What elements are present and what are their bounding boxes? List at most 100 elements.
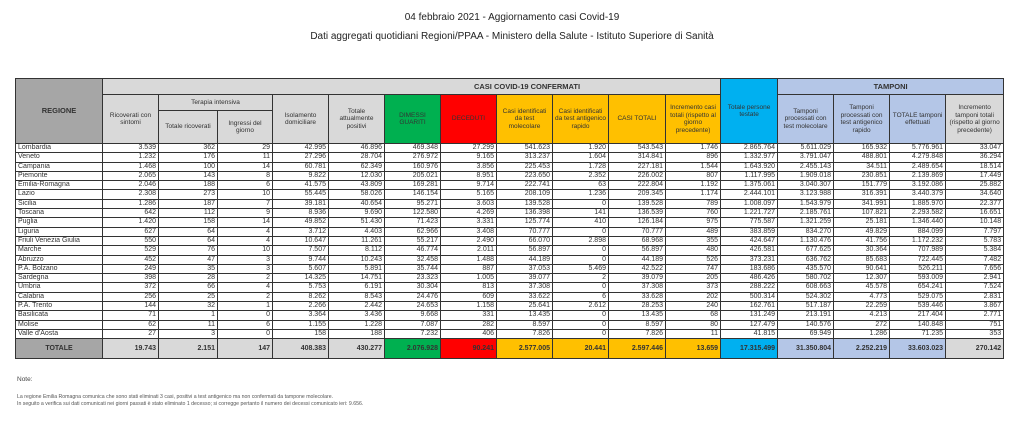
- cell: 95.271: [384, 198, 441, 210]
- cell: 41.815: [720, 328, 779, 340]
- cell: 1.488: [440, 254, 497, 265]
- table-row: Valle d'Aosta 27 3 0 158 188 7.232 406 7.826 0 7.8…: [15, 328, 1005, 340]
- region-name: Emilia-Romagna: [15, 180, 103, 191]
- cell: 541.623: [496, 142, 553, 154]
- cell: 480: [664, 245, 722, 256]
- total-cell: 270.142: [945, 338, 1005, 360]
- total-cell: 90.241: [440, 338, 497, 360]
- cell: 3.712: [272, 226, 329, 237]
- cell: 2.065: [102, 170, 159, 182]
- cell: 10: [217, 245, 273, 256]
- cell: 9.668: [384, 310, 441, 321]
- cell: 353: [945, 328, 1005, 340]
- cell: 32: [158, 301, 218, 312]
- cell: 1.236: [552, 189, 609, 200]
- cell: 222.804: [608, 180, 666, 191]
- cell: 46.896: [328, 142, 385, 154]
- cell: 4.773: [833, 291, 891, 303]
- cell: 213.191: [777, 310, 835, 321]
- cell: 288.222: [720, 282, 779, 293]
- cell: 34.640: [945, 189, 1005, 200]
- cell: 162.761: [720, 301, 779, 312]
- cell: 55.445: [272, 189, 329, 200]
- cell: 9: [217, 208, 273, 219]
- cell: 69.949: [777, 328, 835, 340]
- cell: 33.622: [496, 291, 553, 303]
- cell: 58.026: [328, 189, 385, 200]
- cell: 1.746: [664, 142, 722, 154]
- cell: 12.030: [328, 170, 385, 182]
- cell: 0: [217, 328, 273, 340]
- cell: 187: [158, 198, 218, 210]
- cell: 125.774: [496, 217, 553, 228]
- cell: 7.797: [945, 226, 1005, 237]
- cell: 56.897: [496, 245, 553, 256]
- table-row: Marche 529 76 10 7.507 8.112 46.774 2.011 56.897…: [15, 245, 1005, 256]
- cell: 488.801: [833, 152, 891, 163]
- cell: 188: [328, 328, 385, 340]
- cell: 2.831: [945, 291, 1005, 303]
- cell: 223.650: [496, 170, 553, 182]
- table-row: Sicilia 1.286 187 7 39.181 40.654 95.271 3.603 1…: [15, 198, 1005, 210]
- cell: 22.259: [833, 301, 891, 312]
- cell: 8.597: [608, 319, 666, 330]
- cell: 68.968: [608, 235, 666, 247]
- cell: 426.581: [720, 245, 779, 256]
- cell: 37.053: [496, 263, 553, 275]
- total-cell: 430.277: [328, 338, 385, 360]
- header-totale-ricoverati: Totale ricoverati: [158, 110, 218, 144]
- cell: 25.181: [833, 217, 891, 228]
- cell: 3.603: [440, 198, 497, 210]
- cell: 35: [158, 263, 218, 275]
- cell: 2.771: [945, 310, 1005, 321]
- cell: 3.856: [440, 161, 497, 172]
- total-cell: 2.151: [158, 338, 218, 360]
- totals-row: TOTALE 19.743 2.151 147 408.383 430.277 2.076.…: [15, 338, 1005, 360]
- cell: 141: [552, 208, 609, 219]
- cell: 2.011: [440, 245, 497, 256]
- cell: 775.587: [720, 217, 779, 228]
- cell: 0: [217, 310, 273, 321]
- header-casi-molecolare: Casi identificati da test molecolare: [496, 94, 553, 144]
- cell: 435.570: [777, 263, 835, 275]
- cell: 3.192.086: [889, 180, 947, 191]
- cell: 424.647: [720, 235, 779, 247]
- cell: 543.543: [608, 142, 666, 154]
- cell: 707.989: [889, 245, 947, 256]
- region-name: Campania: [15, 161, 103, 172]
- cell: 23.323: [384, 273, 441, 284]
- table-row: P.A. Trento 144 32 1 2.266 2.442 24.653 1.158 25…: [15, 301, 1005, 312]
- cell: 4.403: [328, 226, 385, 237]
- header-persone-testate: Totale persone testate: [720, 78, 779, 144]
- header-tamponi: TAMPONI: [777, 78, 1005, 95]
- cell: 1.130.476: [777, 235, 835, 247]
- cell: 136.398: [496, 208, 553, 219]
- cell: 1.543.979: [777, 198, 835, 210]
- cell: 144: [102, 301, 159, 312]
- cell: 10: [217, 189, 273, 200]
- cell: 183.686: [720, 263, 779, 275]
- cell: 1.920: [552, 142, 609, 154]
- cell: 24.653: [384, 301, 441, 312]
- cell: 469.348: [384, 142, 441, 154]
- cell: 16.651: [945, 208, 1005, 219]
- cell: 2.046: [102, 180, 159, 191]
- region-name: Umbria: [15, 282, 103, 293]
- cell: 165.932: [833, 142, 891, 154]
- region-name: Puglia: [15, 217, 103, 228]
- table-row: Umbria 372 66 4 5.753 6.191 30.304 813 37.308 0 37…: [15, 282, 1005, 293]
- cell: 1.544: [664, 161, 722, 172]
- cell: 1: [158, 310, 218, 321]
- cell: 383.859: [720, 226, 779, 237]
- cell: 71: [102, 310, 159, 321]
- cell: 17.449: [945, 170, 1005, 182]
- total-cell: 2.597.446: [608, 338, 666, 360]
- cell: 64: [158, 226, 218, 237]
- cell: 524.302: [777, 291, 835, 303]
- cell: 4.279.848: [889, 152, 947, 163]
- cell: 9.744: [272, 254, 329, 265]
- cell: 42.522: [608, 263, 666, 275]
- cell: 608.663: [777, 282, 835, 293]
- cell: 27.299: [440, 142, 497, 154]
- cell: 14.751: [328, 273, 385, 284]
